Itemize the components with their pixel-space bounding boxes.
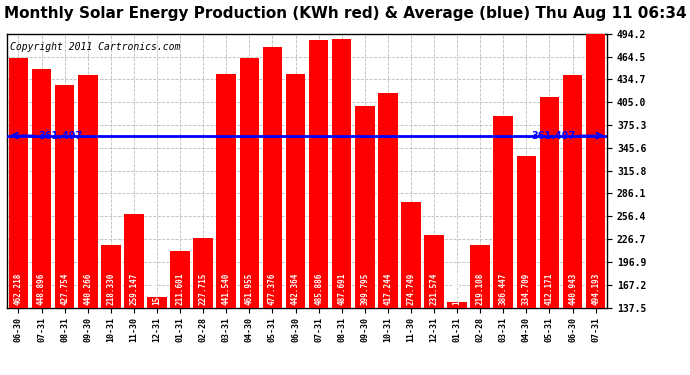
Bar: [332, 39, 351, 375]
Text: 361.497: 361.497: [532, 130, 576, 141]
Bar: [217, 74, 236, 375]
Text: 441.540: 441.540: [221, 273, 230, 305]
Bar: [193, 238, 213, 375]
Text: 399.795: 399.795: [360, 273, 369, 305]
Bar: [32, 69, 51, 375]
Text: 440.943: 440.943: [568, 273, 577, 305]
Text: 462.218: 462.218: [14, 273, 23, 305]
Text: 494.193: 494.193: [591, 273, 600, 305]
Bar: [309, 40, 328, 375]
Text: 150.771: 150.771: [152, 273, 161, 305]
Bar: [493, 117, 513, 375]
Text: 487.691: 487.691: [337, 273, 346, 305]
Text: 144.485: 144.485: [453, 273, 462, 305]
Bar: [563, 75, 582, 375]
Bar: [401, 202, 421, 375]
Bar: [471, 245, 490, 375]
Text: 461.955: 461.955: [245, 273, 254, 305]
Bar: [239, 58, 259, 375]
Text: 227.715: 227.715: [199, 273, 208, 305]
Text: 218.330: 218.330: [106, 273, 115, 305]
Bar: [586, 34, 605, 375]
Text: 334.709: 334.709: [522, 273, 531, 305]
Text: 412.171: 412.171: [545, 273, 554, 305]
Bar: [424, 235, 444, 375]
Bar: [540, 97, 560, 375]
Bar: [263, 46, 282, 375]
Text: Copyright 2011 Cartronics.com: Copyright 2011 Cartronics.com: [10, 42, 180, 52]
Text: 259.147: 259.147: [130, 273, 139, 305]
Bar: [101, 246, 121, 375]
Text: 231.574: 231.574: [430, 273, 439, 305]
Text: 361.497: 361.497: [38, 130, 82, 141]
Bar: [355, 106, 375, 375]
Bar: [286, 74, 305, 375]
Bar: [124, 214, 144, 375]
Text: 427.754: 427.754: [60, 273, 69, 305]
Text: 386.447: 386.447: [499, 273, 508, 305]
Text: 477.376: 477.376: [268, 273, 277, 305]
Text: Monthly Solar Energy Production (KWh red) & Average (blue) Thu Aug 11 06:34: Monthly Solar Energy Production (KWh red…: [3, 6, 687, 21]
Text: 274.749: 274.749: [406, 273, 415, 305]
Bar: [147, 297, 167, 375]
Text: 485.886: 485.886: [314, 273, 323, 305]
Bar: [378, 93, 397, 375]
Bar: [78, 75, 97, 375]
Text: 440.266: 440.266: [83, 273, 92, 305]
Text: 417.244: 417.244: [384, 273, 393, 305]
Text: 211.601: 211.601: [175, 273, 184, 305]
Bar: [447, 302, 467, 375]
Text: 448.896: 448.896: [37, 273, 46, 305]
Text: 442.364: 442.364: [291, 273, 300, 305]
Bar: [170, 251, 190, 375]
Bar: [9, 58, 28, 375]
Text: 219.108: 219.108: [475, 273, 484, 305]
Bar: [55, 85, 75, 375]
Bar: [517, 156, 536, 375]
